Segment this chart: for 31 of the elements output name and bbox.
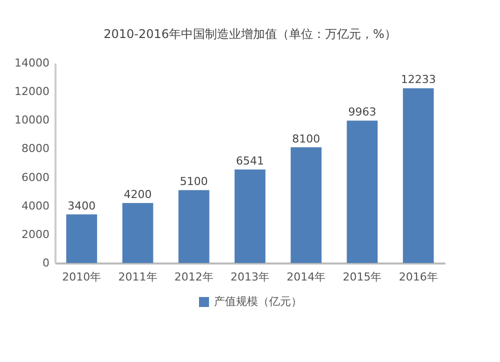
x-tick-label: 2012年 <box>174 270 214 284</box>
x-tick-label: 2010年 <box>62 270 102 284</box>
data-label: 6541 <box>236 154 264 168</box>
bar <box>178 190 210 263</box>
y-tick-label: 12000 <box>14 85 50 98</box>
bar <box>290 147 322 263</box>
x-tick-label: 2015年 <box>342 270 382 284</box>
y-tick-label: 0 <box>42 256 50 270</box>
bar <box>402 88 434 263</box>
y-tick-label: 2000 <box>22 228 50 241</box>
bar <box>122 203 154 263</box>
y-tick-label: 10000 <box>14 114 50 127</box>
y-tick-label: 4000 <box>22 199 50 212</box>
chart-title: 2010-2016年中国制造业增加值（单位：万亿元，%） <box>104 27 396 41</box>
bar <box>66 214 98 263</box>
x-tick-label: 2013年 <box>230 270 270 284</box>
data-label: 8100 <box>292 132 320 146</box>
bar <box>346 120 378 263</box>
bar <box>234 170 266 263</box>
legend-label: 产值规模（亿元） <box>214 295 302 308</box>
x-tick-label: 2011年 <box>118 270 158 284</box>
data-label: 4200 <box>124 188 152 201</box>
data-label: 3400 <box>68 199 96 212</box>
data-label: 5100 <box>180 175 208 188</box>
data-label: 12233 <box>400 73 436 86</box>
y-tick-label: 8000 <box>22 142 50 156</box>
x-tick-label: 2014年 <box>286 270 326 284</box>
data-label: 9963 <box>348 106 376 119</box>
y-tick-label: 14000 <box>14 56 50 70</box>
y-tick-label: 6000 <box>22 170 50 184</box>
x-tick-label: 2016年 <box>398 270 438 284</box>
